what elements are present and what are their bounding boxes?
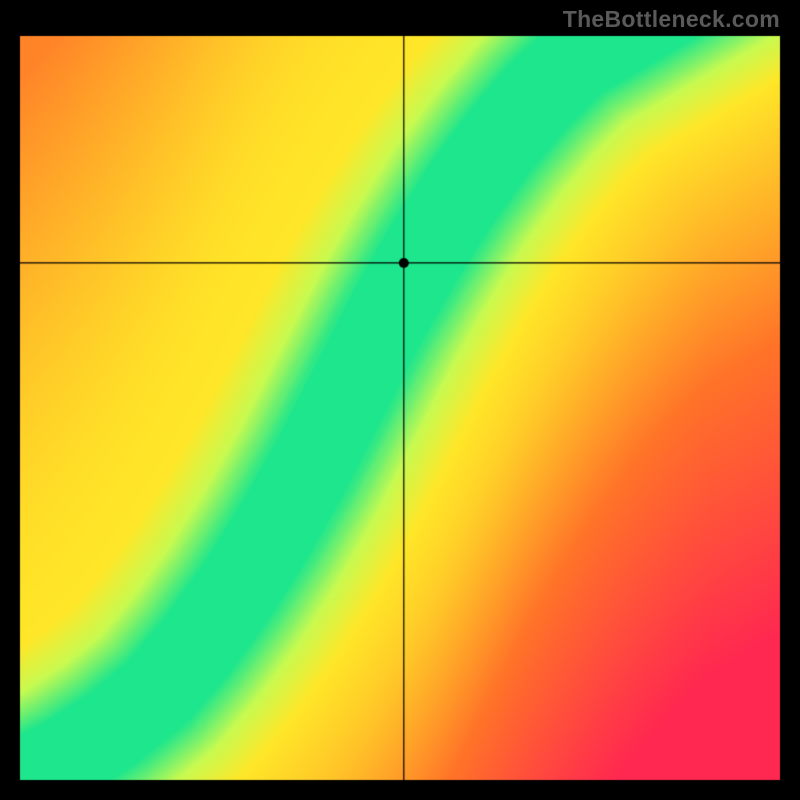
bottleneck-heatmap-canvas (0, 0, 800, 800)
chart-container: TheBottleneck.com (0, 0, 800, 800)
watermark-text: TheBottleneck.com (563, 6, 780, 33)
